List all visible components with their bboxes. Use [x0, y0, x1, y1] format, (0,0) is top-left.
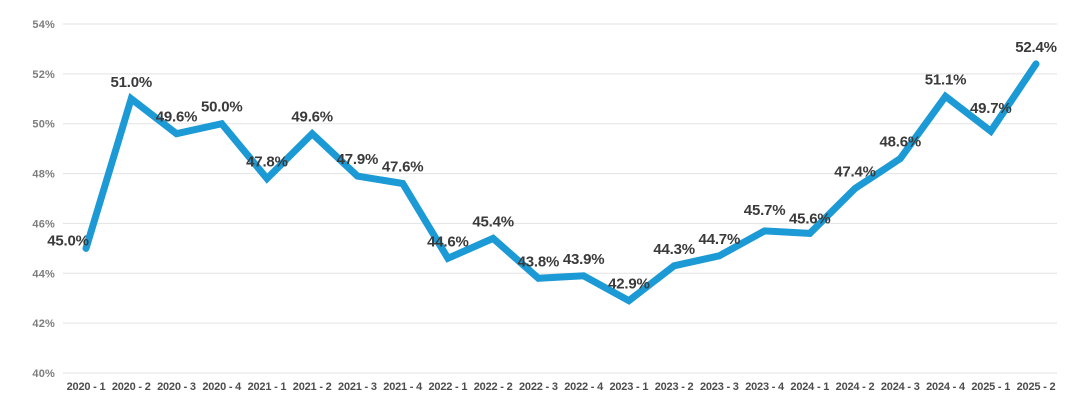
- trend-line: [82, 60, 1040, 305]
- x-tick-label: 2024 - 2: [836, 381, 875, 393]
- data-label: 45.7%: [744, 202, 786, 219]
- y-tick-label: 44%: [32, 268, 55, 280]
- x-tick-label: 2023 - 2: [655, 381, 694, 393]
- data-label: 47.9%: [337, 151, 379, 168]
- data-label: 45.4%: [472, 213, 514, 230]
- data-label: 44.6%: [427, 233, 469, 250]
- data-label: 49.6%: [291, 109, 333, 126]
- x-tick-label: 2021 - 1: [248, 381, 287, 393]
- y-tick-label: 50%: [32, 119, 55, 131]
- data-label: 45.6%: [789, 210, 831, 227]
- x-tick-label: 2021 - 4: [383, 381, 423, 393]
- x-tick-label: 2024 - 1: [790, 381, 829, 393]
- x-tick-label: 2020 - 2: [112, 381, 151, 393]
- x-tick-label: 2022 - 1: [429, 381, 468, 393]
- data-label: 42.9%: [608, 276, 650, 293]
- x-tick-label: 2023 - 1: [609, 381, 648, 393]
- data-label: 49.7%: [970, 100, 1012, 117]
- data-label: 52.4%: [1015, 39, 1057, 56]
- x-tick-label: 2023 - 4: [745, 381, 785, 393]
- data-label: 44.7%: [699, 231, 741, 248]
- data-label: 49.6%: [156, 109, 198, 126]
- x-tick-label: 2022 - 2: [474, 381, 513, 393]
- data-label: 51.0%: [110, 74, 152, 91]
- x-tick-label: 2020 - 3: [157, 381, 196, 393]
- x-tick-label: 2021 - 2: [293, 381, 332, 393]
- x-tick-label: 2020 - 4: [202, 381, 242, 393]
- data-label: 43.9%: [563, 251, 605, 268]
- x-tick-label: 2025 - 2: [1017, 381, 1056, 393]
- x-tick-label: 2021 - 3: [338, 381, 377, 393]
- x-tick-label: 2020 - 1: [67, 381, 106, 393]
- y-tick-label: 46%: [32, 218, 55, 230]
- y-tick-label: 48%: [32, 169, 55, 181]
- data-label: 50.0%: [201, 99, 243, 116]
- data-label: 45.0%: [47, 232, 89, 249]
- x-tick-label: 2024 - 4: [926, 381, 966, 393]
- data-label: 48.6%: [880, 134, 922, 151]
- data-label: 47.4%: [834, 164, 876, 181]
- data-label: 47.8%: [246, 154, 288, 171]
- y-tick-label: 42%: [32, 318, 55, 330]
- x-tick-label: 2024 - 3: [881, 381, 920, 393]
- data-label: 47.6%: [382, 159, 424, 176]
- y-tick-label: 54%: [32, 19, 55, 31]
- y-tick-label: 40%: [32, 368, 55, 380]
- data-label: 43.8%: [518, 253, 560, 270]
- x-tick-label: 2025 - 1: [971, 381, 1010, 393]
- data-label: 51.1%: [925, 71, 967, 88]
- data-label: 44.3%: [653, 241, 695, 258]
- x-tick-label: 2023 - 3: [700, 381, 739, 393]
- y-tick-label: 52%: [32, 69, 55, 81]
- x-tick-label: 2022 - 4: [564, 381, 604, 393]
- x-tick-label: 2022 - 3: [519, 381, 558, 393]
